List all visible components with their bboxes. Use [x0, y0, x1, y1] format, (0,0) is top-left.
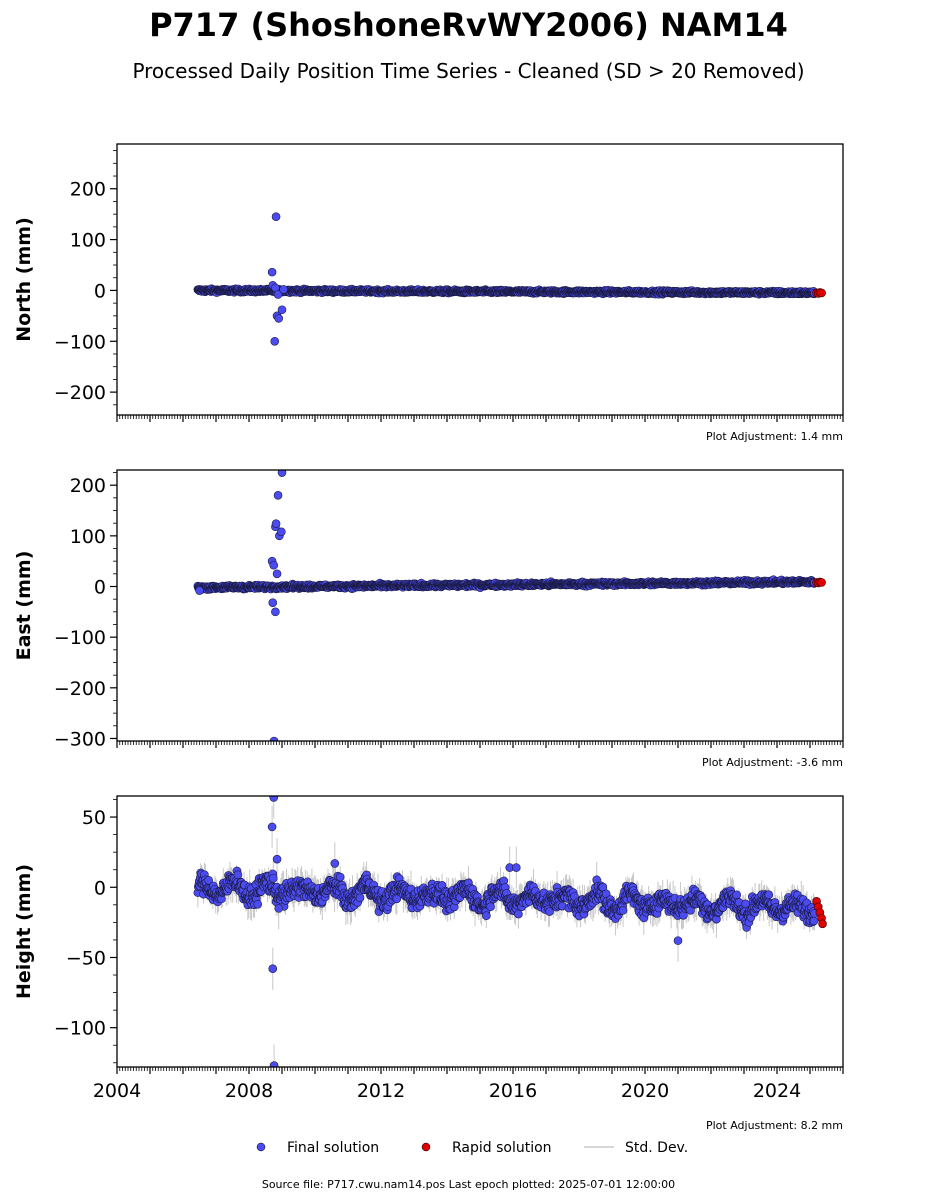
rapid-point: [817, 578, 826, 587]
rapid-solution-points: [812, 288, 826, 298]
plot-area: [193, 470, 826, 741]
outlier-point: [271, 212, 281, 222]
panels: −200 −100 0 100 200 North (mm) Plot Adjustment…: [13, 143, 844, 1132]
outlier-point: [270, 336, 280, 346]
x-axis: [116, 741, 844, 748]
y-tick-label: 100: [70, 230, 106, 252]
rapid-solution-points: [812, 577, 826, 588]
panel-frame: [116, 469, 844, 742]
x-axis: [116, 415, 844, 422]
y-tick-label: −100: [54, 331, 106, 353]
y-tick-label: 200: [70, 179, 106, 201]
plot-area: [193, 796, 827, 1067]
outlier-point: [277, 527, 286, 537]
plot-area: [193, 212, 826, 346]
chart-title: P717 (ShoshoneRvWY2006) NAM14: [149, 6, 788, 44]
y-tick-label: 100: [70, 526, 106, 548]
plot-adjustment-note: Plot Adjustment: 1.4 mm: [706, 430, 843, 443]
outlier-point: [277, 305, 287, 315]
outlier-point: [268, 598, 278, 608]
panel-1: −200 −100 0 100 200 North (mm) Plot Adjustment…: [13, 143, 844, 443]
final-solution-points: [193, 212, 819, 346]
chart-subtitle: Processed Daily Position Time Series - C…: [132, 59, 804, 83]
y-tick-label: 200: [70, 475, 106, 497]
outlier-point: [273, 491, 283, 500]
plot-adjustment-note: Plot Adjustment: -3.6 mm: [702, 756, 843, 769]
rapid-point: [817, 288, 826, 298]
final-solution-points: [193, 470, 819, 741]
y-tick-label: 0: [94, 280, 106, 302]
outlier-point: [195, 586, 204, 595]
y-tick-label: −300: [54, 728, 106, 750]
y-axis-label: East (mm): [13, 551, 35, 661]
outlier-point: [279, 285, 288, 294]
outlier-point: [274, 314, 284, 323]
outlier-point: [271, 519, 281, 528]
y-tick-label: 0: [94, 577, 106, 599]
y-axis: −200 −100 0 100 200: [54, 150, 117, 406]
outlier-point: [271, 607, 280, 617]
outlier-point: [267, 267, 277, 277]
outlier-point: [277, 470, 287, 477]
y-tick-label: −100: [54, 627, 106, 649]
outlier-point: [269, 560, 279, 570]
outlier-point: [269, 736, 279, 741]
panel-2: −300 −200 −100 0 100 200 East (mm) Plot Adjustm…: [13, 469, 844, 769]
stddev-bars: [197, 213, 815, 345]
y-tick-label: −200: [54, 678, 106, 700]
y-tick-label: −200: [54, 382, 106, 404]
panel-frame: [116, 143, 844, 416]
y-axis: −300 −200 −100 0 100 200: [54, 472, 117, 750]
stddev-bars: [197, 470, 815, 741]
stddev-bars: [197, 796, 815, 1067]
y-axis-label: North (mm): [13, 217, 35, 342]
outlier-point: [272, 569, 282, 579]
outlier-point: [273, 290, 283, 299]
